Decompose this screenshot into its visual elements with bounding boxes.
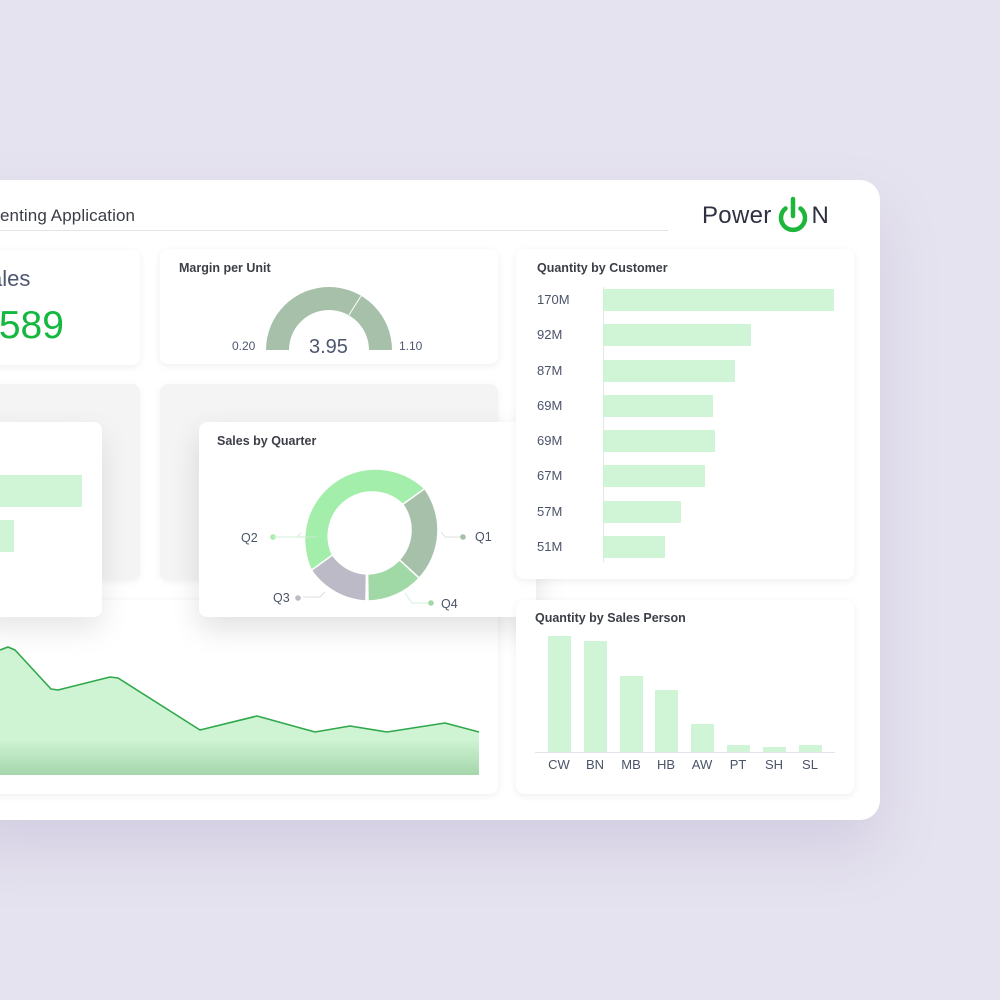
- quarter-chart-title: Sales by Quarter: [217, 434, 317, 448]
- salesperson-bar[interactable]: [655, 690, 678, 752]
- kpi-label: ales: [0, 266, 31, 291]
- area-chart-card: [0, 600, 498, 794]
- salesperson-bar[interactable]: [691, 724, 714, 752]
- title-divider: [0, 230, 668, 231]
- donut-label-q2: Q2: [241, 531, 258, 545]
- customer-chart-title: Quantity by Customer: [537, 261, 668, 275]
- donut-label-q1: Q1: [475, 530, 492, 544]
- overlay-bar-1: [0, 475, 82, 507]
- gauge-value: 3.95: [309, 336, 348, 358]
- salesperson-bar[interactable]: [548, 636, 571, 752]
- kpi-value: ,589: [0, 304, 64, 347]
- salesperson-label: HB: [656, 757, 676, 772]
- gauge-max-label: 1.10: [399, 339, 423, 353]
- customer-label: 57M: [537, 504, 563, 519]
- customer-label: 51M: [537, 539, 563, 554]
- overlay-card-left: [0, 422, 102, 617]
- customer-bar[interactable]: [603, 430, 715, 452]
- customer-bar[interactable]: [603, 465, 705, 487]
- salesperson-label: AW: [691, 757, 713, 772]
- customer-bar[interactable]: [603, 360, 735, 382]
- quarter-chart-card: [199, 422, 536, 617]
- customer-label: 69M: [537, 398, 563, 413]
- salesperson-label: BN: [585, 757, 605, 772]
- logo-text-right: N: [811, 202, 830, 229]
- salesperson-bar[interactable]: [620, 676, 643, 752]
- customer-label: 170M: [537, 292, 570, 307]
- salesperson-label: CW: [548, 757, 570, 772]
- logo-text-left: Power: [702, 202, 772, 229]
- customer-label: 87M: [537, 363, 563, 378]
- salesperson-chart-title: Quantity by Sales Person: [535, 611, 686, 625]
- customer-chart-axis: [603, 287, 604, 562]
- kpi-card-sales: [0, 250, 140, 365]
- salesperson-bar[interactable]: [727, 745, 750, 752]
- salesperson-bar[interactable]: [799, 745, 822, 752]
- logo: Power N: [702, 196, 829, 236]
- salesperson-label: SL: [802, 757, 818, 772]
- gauge-title: Margin per Unit: [179, 261, 271, 275]
- salesperson-chart-card: [516, 600, 854, 794]
- gauge-min-label: 0.20: [232, 339, 256, 353]
- donut-label-q3: Q3: [273, 591, 290, 605]
- customer-bar[interactable]: [603, 536, 665, 558]
- page-title: enting Application: [0, 206, 136, 225]
- customer-bar[interactable]: [603, 395, 713, 417]
- customer-label: 92M: [537, 327, 563, 342]
- customer-label: 69M: [537, 433, 563, 448]
- salesperson-label: MB: [621, 757, 641, 772]
- customer-bar[interactable]: [603, 289, 834, 311]
- customer-label: 67M: [537, 468, 563, 483]
- salesperson-bar[interactable]: [763, 747, 786, 752]
- salesperson-label: SH: [764, 757, 784, 772]
- donut-label-q4: Q4: [441, 597, 458, 611]
- salesperson-chart-axis: [535, 752, 835, 753]
- salesperson-label: PT: [729, 757, 747, 772]
- overlay-bar-2: [0, 520, 14, 552]
- power-icon: [778, 196, 807, 233]
- customer-bar[interactable]: [603, 324, 751, 346]
- salesperson-bar[interactable]: [584, 641, 607, 752]
- customer-bar[interactable]: [603, 501, 681, 523]
